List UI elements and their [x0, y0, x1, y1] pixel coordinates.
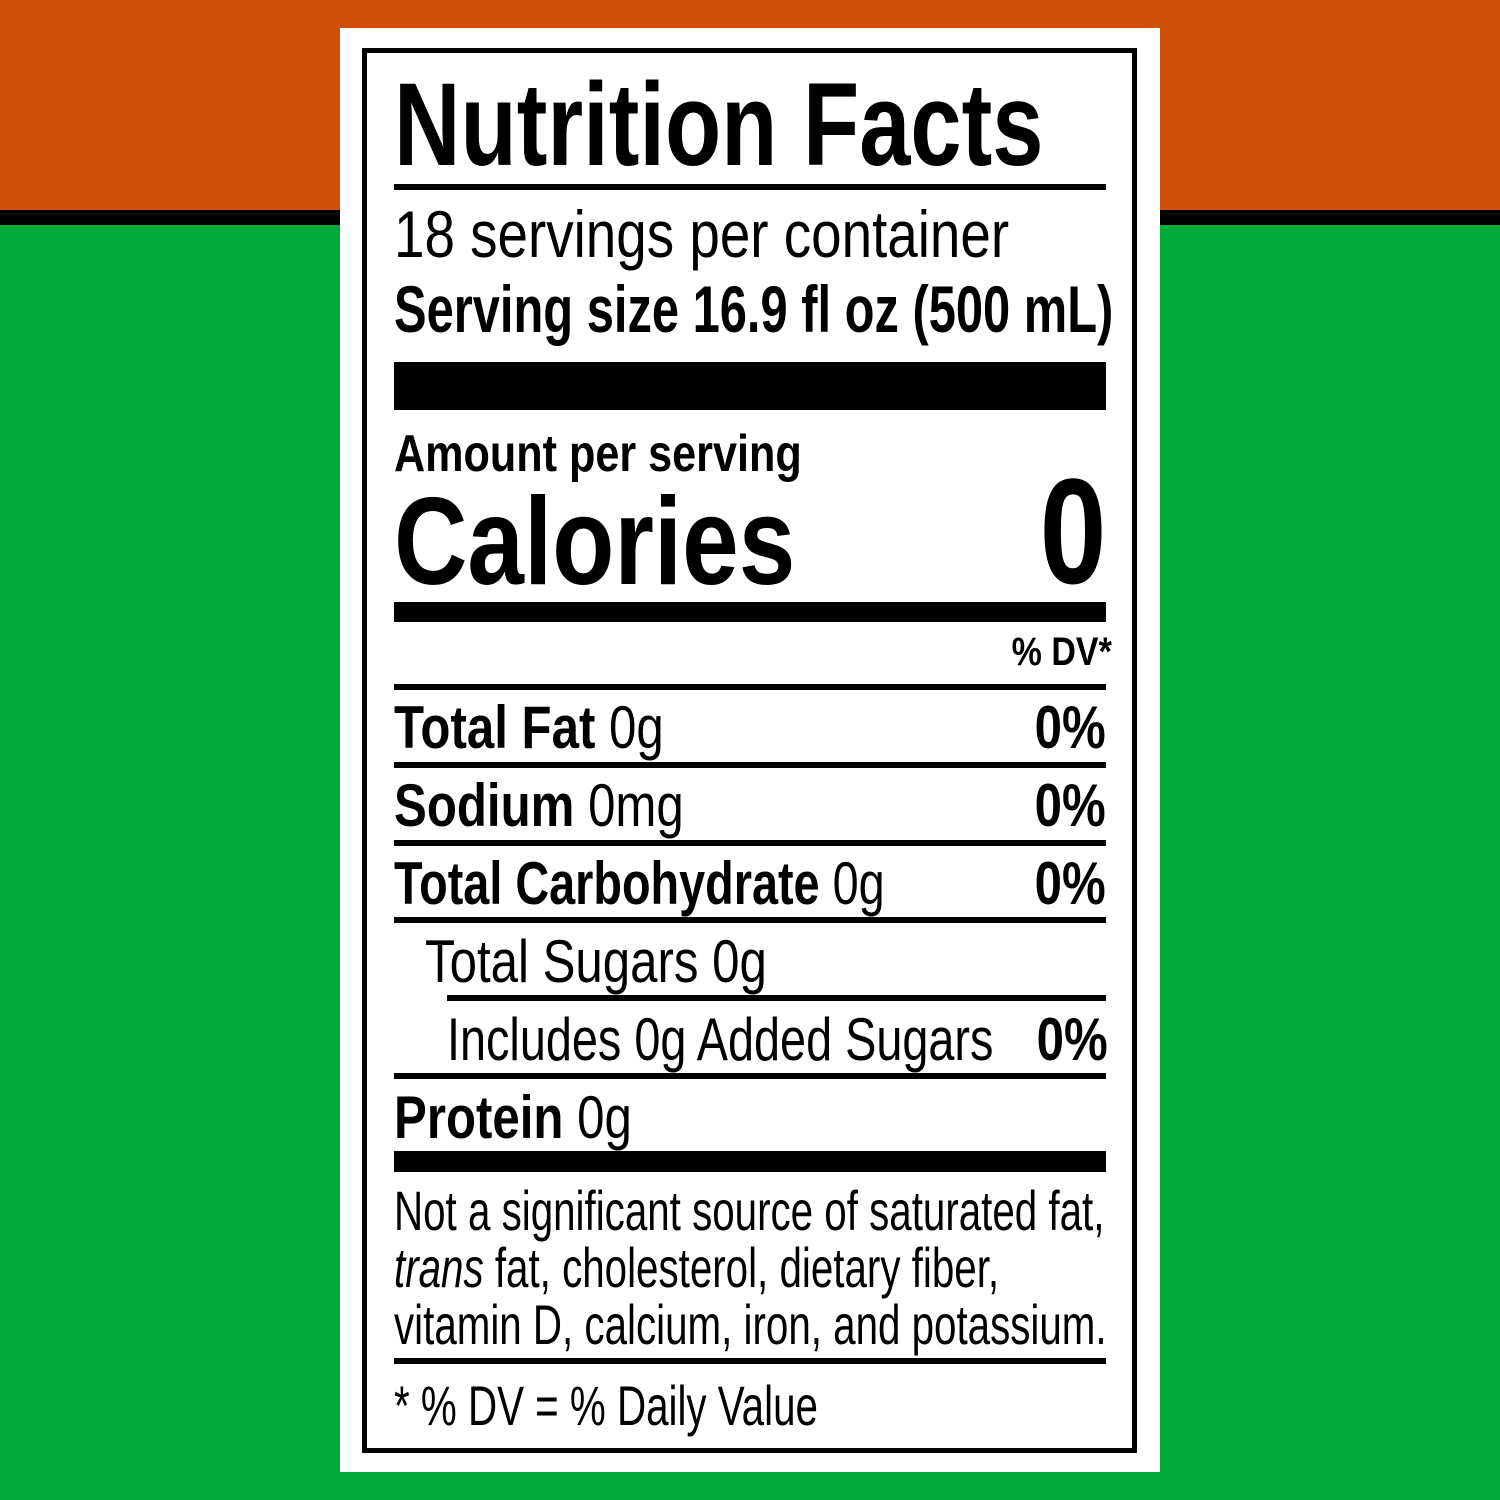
divider	[394, 917, 1106, 923]
divider	[394, 184, 1106, 190]
nutrient-dv: 0%	[1034, 772, 1106, 839]
dv-note: * % DV = % Daily Value	[394, 1374, 818, 1437]
footnote-text: fat, cholesterol, dietary fiber,	[483, 1236, 1000, 1299]
nutrient-dv: 0%	[1034, 694, 1106, 761]
nutrient-name: Sodium	[394, 772, 575, 839]
nutrient-amount: 0mg	[588, 772, 684, 839]
servings-per-container: 18 servings per container	[394, 197, 1010, 271]
medium-divider	[394, 602, 1106, 622]
nutrient-amount: 0g	[832, 850, 885, 917]
divider	[394, 762, 1106, 768]
nutrient-name: Total Fat	[394, 694, 596, 761]
footnote-line: vitamin D, calcium, iron, and potassium.	[394, 1293, 1107, 1356]
serving-size: Serving size 16.9 fl oz (500 mL)	[394, 272, 1114, 346]
calories-label: Calories	[394, 473, 796, 611]
nutrient-total-sugars: Total Sugars 0g	[425, 928, 767, 995]
divider	[394, 1358, 1106, 1364]
calories-value: 0	[1039, 447, 1106, 615]
nutrient-dv: 0%	[1036, 1006, 1108, 1073]
nutrition-label-panel	[340, 28, 1160, 1472]
footnote-line: Not a significant source of saturated fa…	[394, 1179, 1105, 1242]
divider	[394, 684, 1106, 690]
medium-divider	[394, 1151, 1106, 1172]
label-title: Nutrition Facts	[394, 59, 1044, 191]
thick-divider	[394, 362, 1106, 410]
nutrient-dv: 0%	[1034, 850, 1106, 917]
divider	[394, 1073, 1106, 1079]
nutrient-total-fat: Total Fat 0g	[394, 698, 664, 758]
nutrient-amount: 0g	[577, 1084, 632, 1151]
amount-per-serving: Amount per serving	[394, 425, 802, 483]
nutrient-added-sugars: Includes 0g Added Sugars	[447, 1006, 994, 1073]
nutrient-name: Protein	[394, 1084, 564, 1151]
footnote-italic: trans	[394, 1236, 484, 1299]
dv-header: % DV*	[1011, 630, 1112, 674]
nutrient-name: Total Carbohydrate	[394, 850, 820, 917]
nutrient-amount: 0g	[609, 694, 664, 761]
footnote-line: trans fat, cholesterol, dietary fiber,	[394, 1240, 999, 1296]
divider	[394, 840, 1106, 846]
nutrient-protein: Protein 0g	[394, 1088, 632, 1148]
nutrition-label-border	[362, 48, 1137, 1453]
divider	[447, 995, 1106, 1001]
nutrient-total-carbohydrate: Total Carbohydrate 0g	[394, 854, 885, 914]
nutrient-sodium: Sodium 0mg	[394, 776, 684, 836]
